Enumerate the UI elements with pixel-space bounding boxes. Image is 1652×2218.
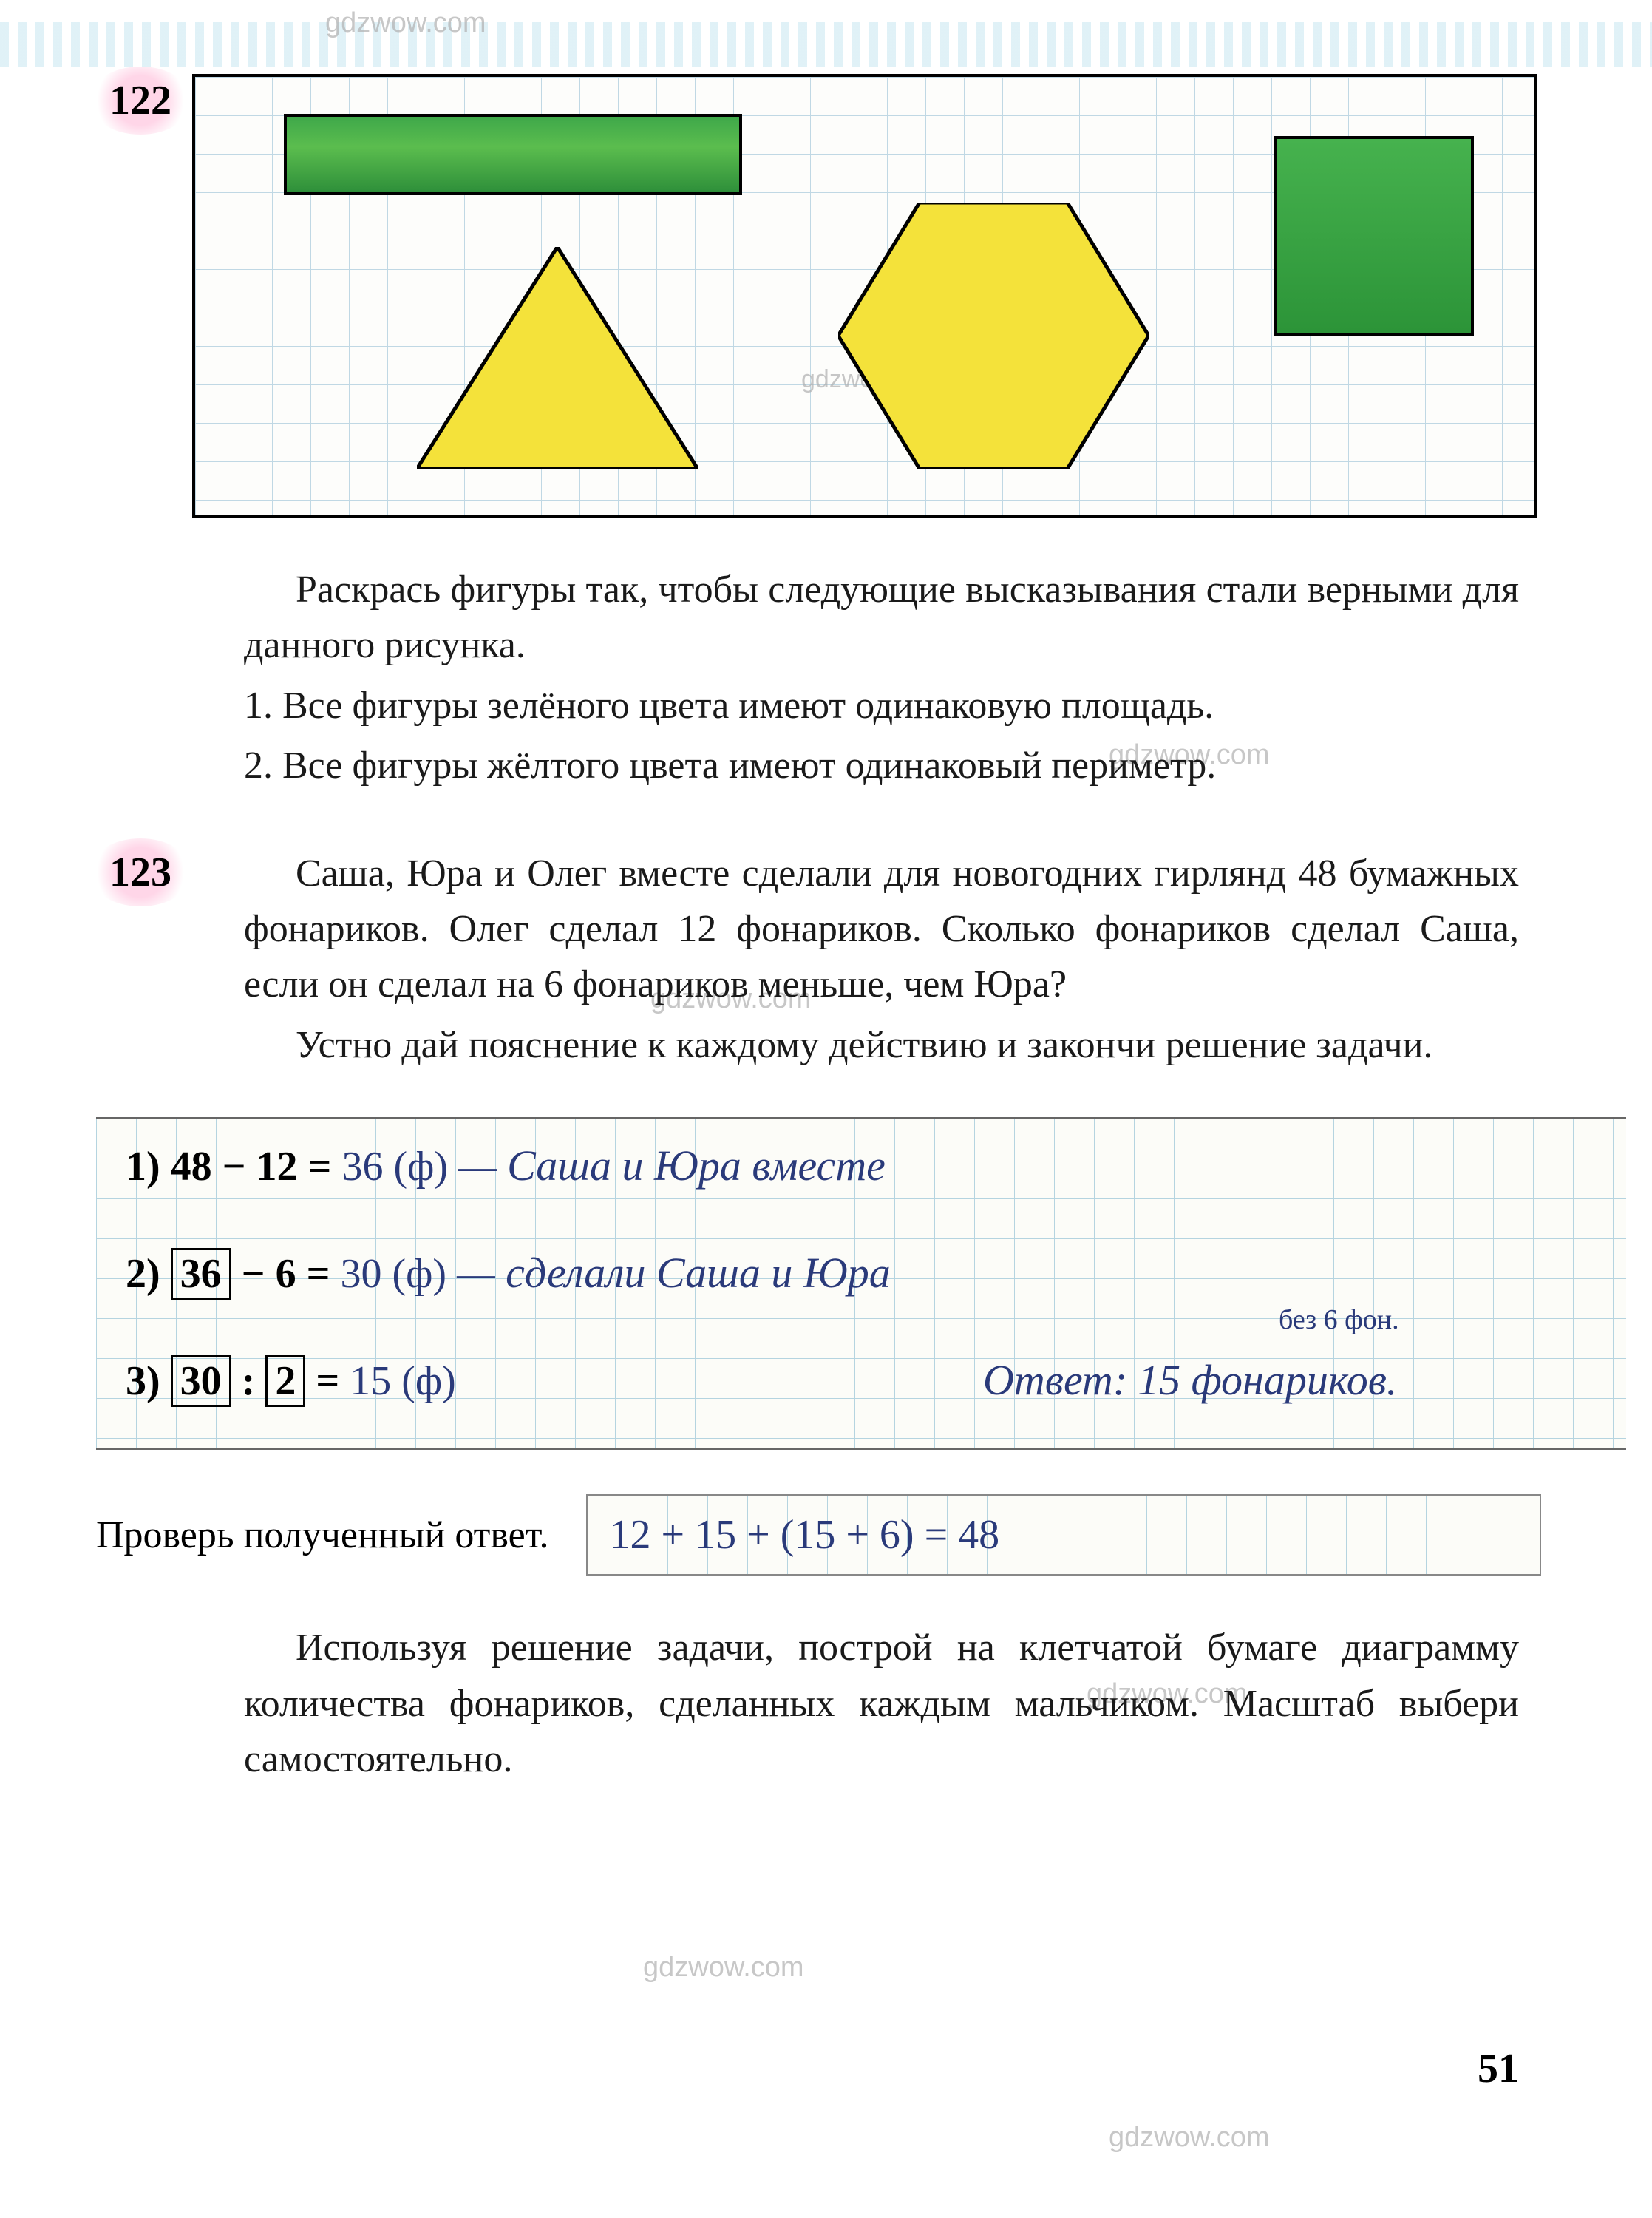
- answer-label: Ответ:: [983, 1356, 1127, 1404]
- check-answer-box: 12 + 15 + (15 + 6) = 48: [586, 1494, 1541, 1576]
- line3-box2: 2: [265, 1355, 305, 1407]
- ex122-intro: Раскрась фигуры так, чтобы следующие выс…: [244, 562, 1519, 674]
- line2-value: 30 (ф): [340, 1251, 446, 1297]
- line1-note: — Саша и Юра вместе: [458, 1142, 886, 1190]
- notebook-top-edge: [0, 22, 1652, 67]
- line1-value: 36 (ф): [341, 1144, 448, 1190]
- line3-mid: :: [231, 1358, 266, 1404]
- ex123-problem-p2: Устно дай пояснение к каждому действию и…: [244, 1017, 1519, 1073]
- check-answer-row: Проверь полученный ответ. 12 + 15 + (15 …: [96, 1494, 1541, 1576]
- solution-line-2: 2) 36 − 6 = 30 (ф) — сделали Саша и Юра: [126, 1248, 891, 1300]
- line3-box1: 30: [171, 1355, 231, 1407]
- exercise-123-problem: Саша, Юра и Олег вместе сделали для ново…: [244, 846, 1519, 1074]
- watermark: gdzwow.com: [643, 1952, 804, 1984]
- ex123-problem-p1: Саша, Юра и Олег вместе сделали для ново…: [244, 846, 1519, 1013]
- solution-line-1: 1) 48 − 12 = 36 (ф) — Саша и Юра вместе: [126, 1141, 886, 1190]
- exercise-number: 122: [89, 67, 192, 135]
- exercise-122: 122 gdzwow.com gdzwow.com Раскрась фигур…: [96, 74, 1541, 794]
- line2-subnote: без 6 фон.: [1279, 1303, 1399, 1336]
- line2-mid: − 6 =: [231, 1251, 330, 1297]
- solution-grid: 1) 48 − 12 = 36 (ф) — Саша и Юра вместе …: [96, 1117, 1626, 1450]
- exercise-122-text: Раскрась фигуры так, чтобы следующие выс…: [244, 562, 1519, 794]
- workbook-page: gdzwow.com gdzwow.com gdzwow.com gdzwow.…: [0, 0, 1652, 2218]
- line2-box: 36: [171, 1248, 231, 1300]
- solution-line-3: 3) 30 : 2 = 15 (ф): [126, 1355, 456, 1407]
- exercise-123: 123 Саша, Юра и Олег вместе сделали для …: [96, 846, 1541, 1788]
- line3-prefix: 3): [126, 1358, 171, 1404]
- yellow-hexagon: [838, 203, 1149, 469]
- green-rectangle: [284, 114, 742, 195]
- line3-eq: =: [305, 1358, 339, 1404]
- exercise-number: 123: [89, 838, 192, 906]
- watermark: gdzwow.com: [1109, 2122, 1270, 2154]
- line2-note: — сделали Саша и Юра: [457, 1249, 891, 1297]
- ex123-instruction: Используя решение задачи, построй на кле…: [244, 1620, 1519, 1787]
- line1-printed: 1) 48 − 12 =: [126, 1144, 331, 1190]
- yellow-triangle: [417, 247, 698, 469]
- ex123-instr-text: Используя решение задачи, построй на кле…: [244, 1620, 1519, 1787]
- line2-prefix: 2): [126, 1251, 171, 1297]
- shapes-grid: gdzwow.com gdzwow.com: [192, 74, 1537, 518]
- green-square: [1274, 136, 1474, 336]
- ex122-statement-1: 1. Все фигуры зелёного цвета имеют одина…: [244, 678, 1519, 733]
- check-handwriting: 12 + 15 + (15 + 6) = 48: [610, 1511, 1000, 1559]
- solution-answer: Ответ: 15 фонариков.: [983, 1355, 1397, 1405]
- page-number: 51: [1478, 2045, 1519, 2092]
- ex122-statement-2: 2. Все фигуры жёлтого цвета имеют одинак…: [244, 738, 1519, 793]
- check-label: Проверь полученный ответ.: [96, 1513, 549, 1557]
- line3-value: 15 (ф): [350, 1358, 456, 1404]
- answer-value: 15 фонариков.: [1138, 1356, 1397, 1404]
